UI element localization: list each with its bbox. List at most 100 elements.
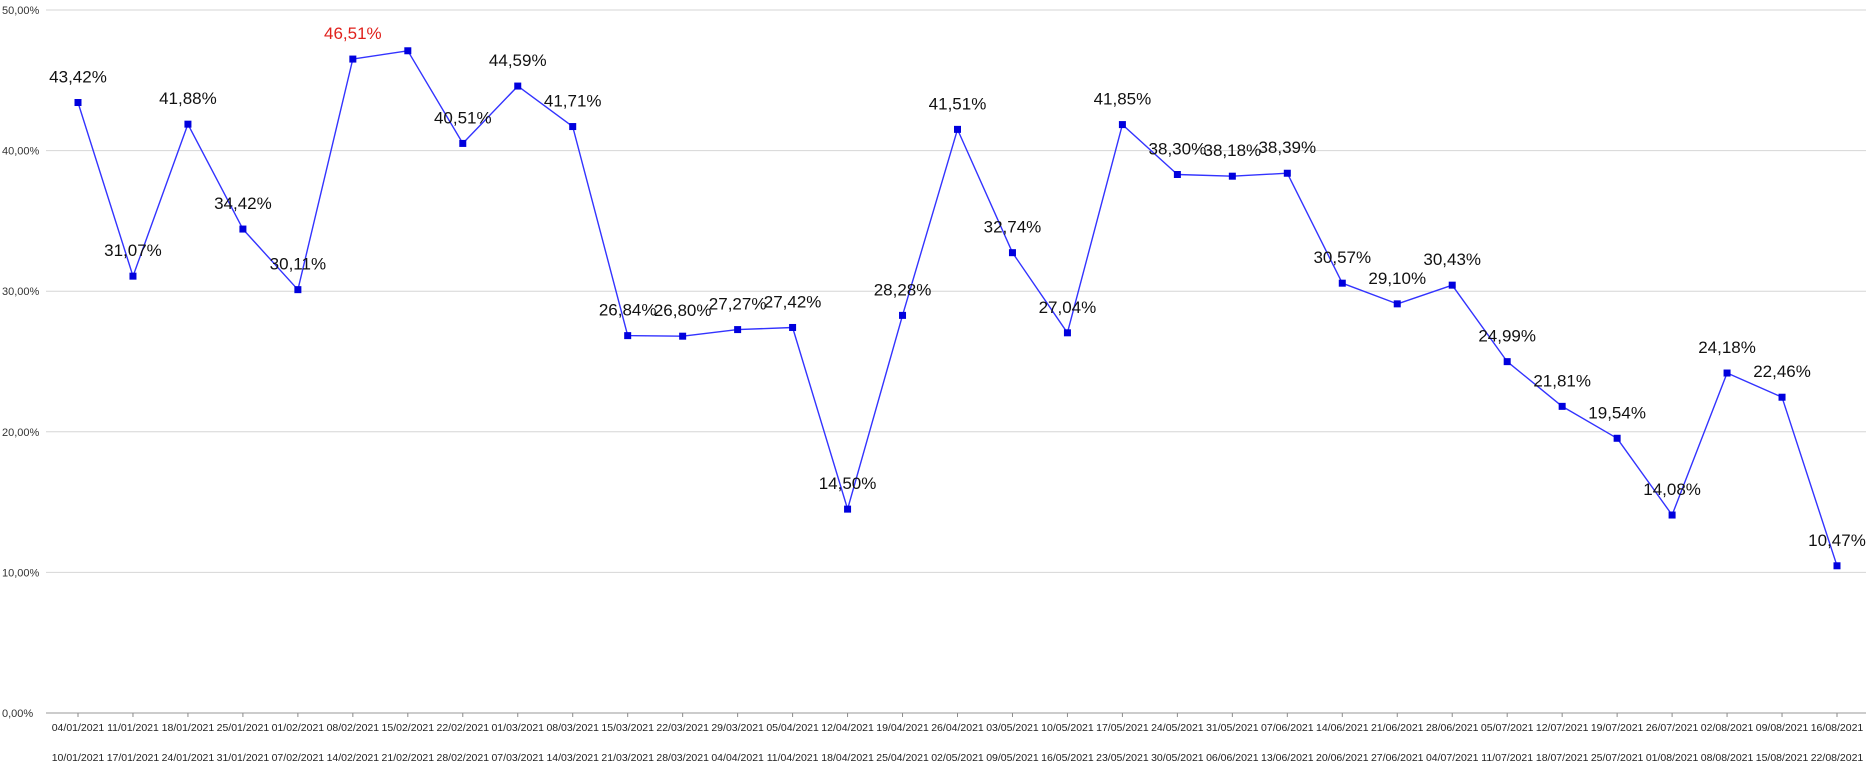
data-label: 27,27% — [709, 295, 767, 314]
data-label: 26,80% — [654, 301, 712, 320]
x-tick-label-end: 22/08/2021 — [1811, 752, 1864, 764]
data-label: 31,07% — [104, 241, 162, 260]
x-tick-label-end: 23/05/2021 — [1096, 752, 1149, 764]
data-point — [1173, 171, 1181, 179]
data-label: 28,28% — [874, 280, 932, 299]
x-tick-label-end: 04/04/2021 — [711, 752, 764, 764]
data-point — [1668, 511, 1676, 519]
data-label: 26,84% — [599, 301, 657, 320]
x-tick-label-end: 04/07/2021 — [1426, 752, 1479, 764]
data-point — [184, 120, 192, 128]
x-axis-ticks: 04/01/2021 10/01/2021 11/01/2021 17/01/2021… — [52, 713, 1864, 764]
data-point — [129, 272, 137, 280]
data-point — [1393, 300, 1401, 308]
data-label: 41,51% — [929, 94, 987, 113]
data-label: 43,42% — [49, 68, 107, 87]
y-tick-label: 0,00% — [2, 708, 33, 720]
y-tick-label: 10,00% — [2, 567, 40, 579]
data-point — [844, 505, 852, 513]
x-tick-label-start: 11/01/2021 — [107, 722, 159, 734]
data-label: 24,99% — [1478, 327, 1536, 346]
x-tick-label-end: 31/01/2021 — [217, 752, 270, 764]
y-axis-ticks: 0,00% 10,00% 20,00% 30,00% 40,00% 50,00% — [2, 5, 40, 720]
data-point — [1228, 172, 1236, 180]
x-tick-label-start: 01/03/2021 — [491, 722, 544, 734]
data-point — [1558, 402, 1566, 410]
data-point — [679, 332, 687, 340]
x-tick-label-start: 14/06/2021 — [1316, 722, 1369, 734]
data-point — [1008, 249, 1016, 257]
data-point — [1118, 121, 1126, 129]
y-tick-label: 20,00% — [2, 427, 40, 439]
x-tick-label-end: 27/06/2021 — [1371, 752, 1424, 764]
x-tick-label-start: 24/05/2021 — [1151, 722, 1204, 734]
data-point — [734, 326, 742, 334]
x-tick-label-end: 13/06/2021 — [1261, 752, 1314, 764]
data-point — [294, 286, 302, 294]
data-point — [1283, 169, 1291, 177]
data-label: 41,88% — [159, 89, 217, 108]
x-tick-label-start: 16/08/2021 — [1811, 722, 1864, 734]
x-tick-label-start: 31/05/2021 — [1206, 722, 1259, 734]
x-tick-label-end: 24/01/2021 — [162, 752, 215, 764]
x-tick-label-start: 21/06/2021 — [1371, 722, 1424, 734]
x-tick-label-start: 01/02/2021 — [272, 722, 325, 734]
x-tick-label-start: 29/03/2021 — [711, 722, 764, 734]
data-label: 27,04% — [1039, 298, 1097, 317]
x-tick-label-end: 14/02/2021 — [327, 752, 380, 764]
x-tick-label-end: 17/01/2021 — [107, 752, 160, 764]
data-label: 19,54% — [1588, 403, 1646, 422]
x-tick-label-start: 22/02/2021 — [437, 722, 490, 734]
data-label: 41,71% — [544, 92, 602, 111]
data-point — [789, 323, 797, 331]
data-label: 30,43% — [1423, 250, 1481, 269]
x-tick-label-start: 07/06/2021 — [1261, 722, 1314, 734]
x-tick-label-end: 15/08/2021 — [1756, 752, 1809, 764]
data-point — [1833, 562, 1841, 570]
data-label: 38,39% — [1258, 138, 1316, 157]
data-label: 46,51% — [324, 24, 382, 43]
data-label: 30,57% — [1313, 248, 1371, 267]
x-tick-label-end: 11/07/2021 — [1481, 752, 1533, 764]
data-point — [349, 55, 357, 63]
x-tick-label-end: 06/06/2021 — [1206, 752, 1259, 764]
data-point — [1503, 358, 1511, 366]
data-label: 21,81% — [1533, 371, 1591, 390]
data-label: 44,59% — [489, 51, 547, 70]
x-tick-label-start: 25/01/2021 — [217, 722, 270, 734]
x-tick-label-start: 26/07/2021 — [1646, 722, 1699, 734]
x-tick-label-end: 21/03/2021 — [601, 752, 654, 764]
x-tick-label-start: 05/07/2021 — [1481, 722, 1534, 734]
x-tick-label-start: 15/03/2021 — [601, 722, 654, 734]
gridlines — [46, 9, 1866, 714]
data-label: 41,85% — [1094, 90, 1152, 109]
series-markers — [74, 47, 1841, 570]
x-tick-label-start: 22/03/2021 — [656, 722, 709, 734]
data-point — [239, 225, 247, 233]
x-tick-label-end: 08/08/2021 — [1701, 752, 1754, 764]
x-tick-label-start: 05/04/2021 — [766, 722, 819, 734]
x-tick-label-end: 07/02/2021 — [272, 752, 325, 764]
x-tick-label-end: 18/04/2021 — [821, 752, 874, 764]
x-tick-label-start: 02/08/2021 — [1701, 722, 1754, 734]
y-tick-label: 30,00% — [2, 286, 40, 298]
x-tick-label-end: 28/02/2021 — [437, 752, 490, 764]
data-label: 30,11% — [270, 255, 326, 274]
x-tick-label-end: 25/04/2021 — [876, 752, 929, 764]
data-point — [459, 139, 467, 147]
data-point — [404, 47, 412, 55]
x-tick-label-end: 20/06/2021 — [1316, 752, 1369, 764]
data-point — [624, 332, 632, 340]
x-tick-label-start: 28/06/2021 — [1426, 722, 1479, 734]
data-label: 14,50% — [819, 474, 877, 493]
data-point — [1338, 279, 1346, 287]
data-label: 10,47% — [1808, 531, 1866, 550]
data-point — [74, 99, 82, 107]
data-label: 24,18% — [1698, 338, 1756, 357]
data-label: 38,18% — [1204, 141, 1262, 160]
x-tick-label-start: 04/01/2021 — [52, 722, 105, 734]
x-tick-label-end: 21/02/2021 — [382, 752, 435, 764]
data-point — [899, 311, 907, 319]
x-tick-label-end: 09/05/2021 — [986, 752, 1039, 764]
data-point — [569, 123, 577, 131]
